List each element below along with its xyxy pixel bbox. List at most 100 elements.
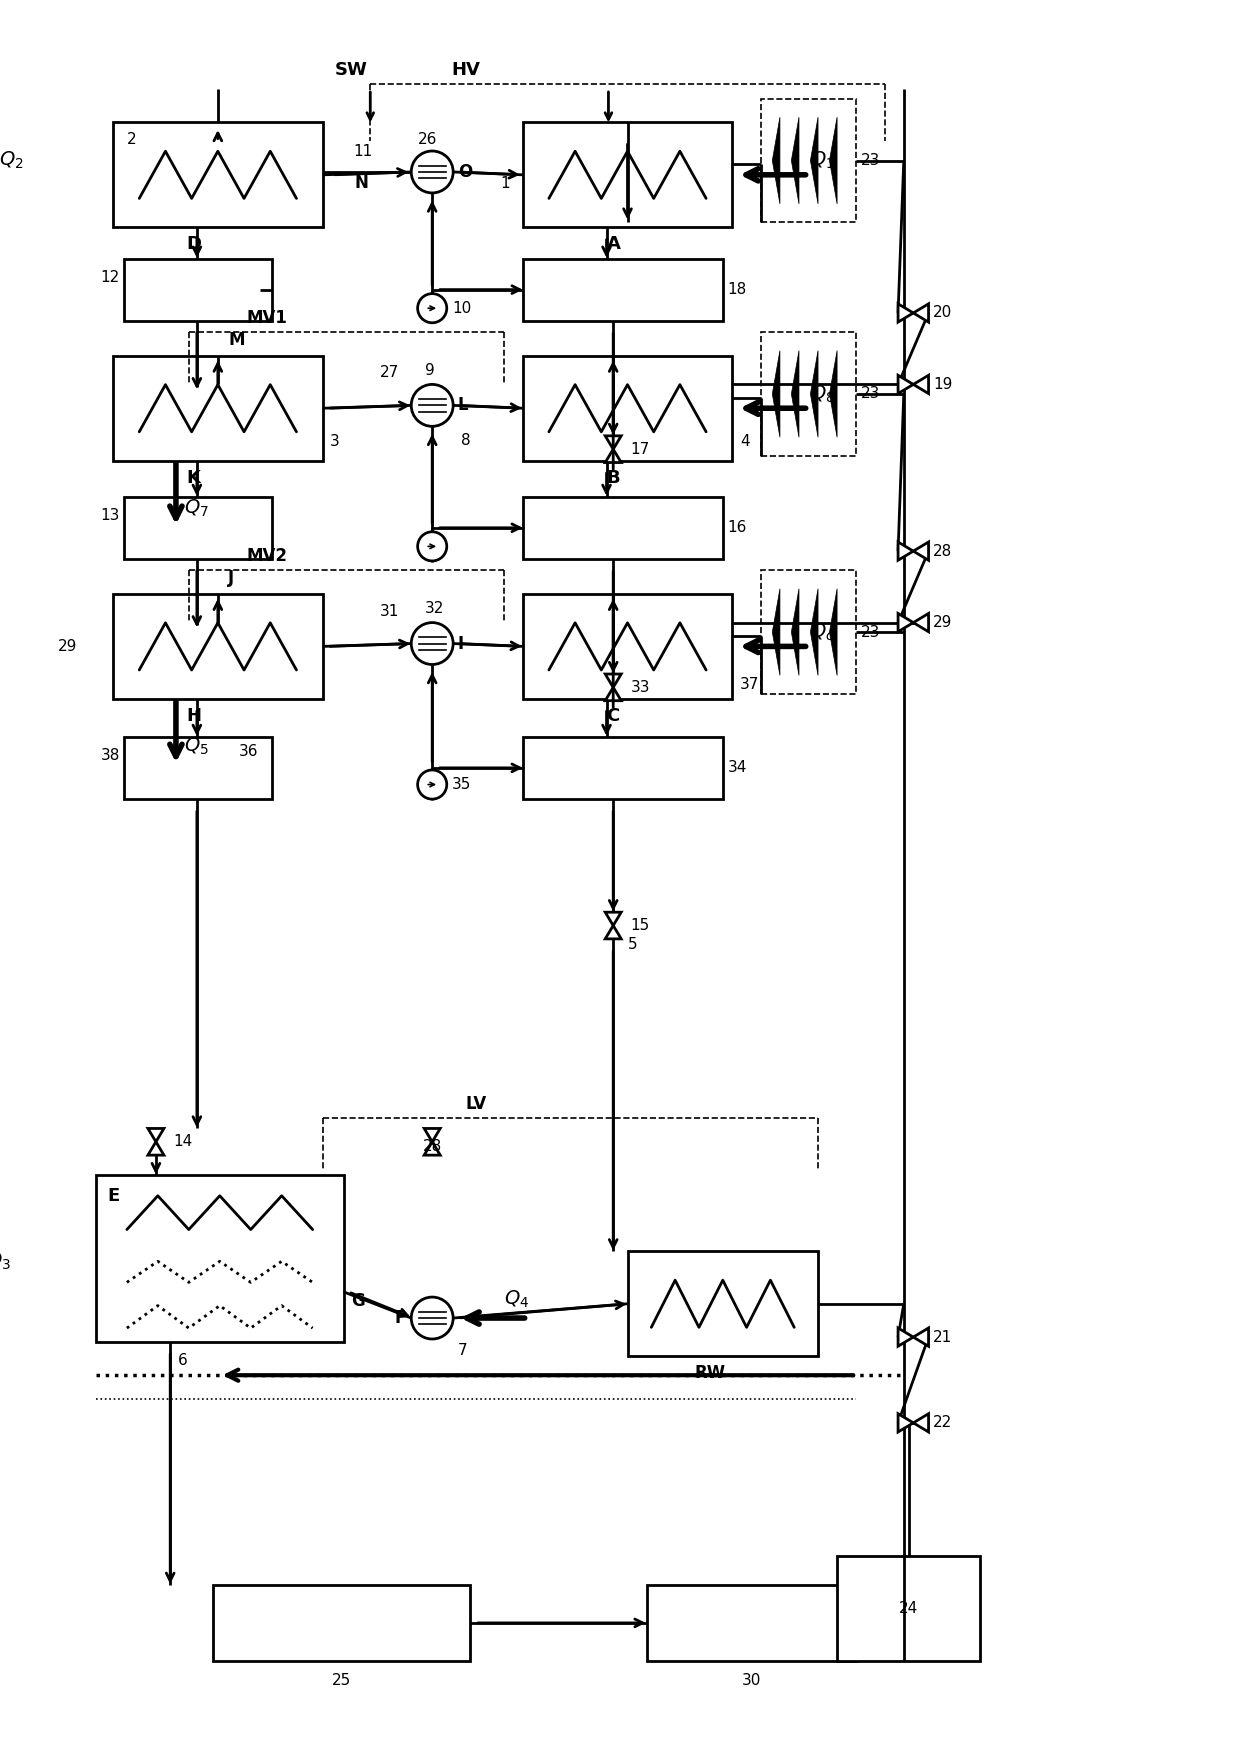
Text: 29: 29 bbox=[934, 615, 952, 631]
Text: H: H bbox=[186, 708, 201, 725]
Text: MV2: MV2 bbox=[247, 547, 288, 564]
Polygon shape bbox=[605, 675, 621, 687]
Text: 28: 28 bbox=[934, 543, 952, 559]
Polygon shape bbox=[914, 541, 929, 561]
Bar bbox=[523, 594, 733, 699]
Text: 17: 17 bbox=[630, 442, 650, 457]
Text: 9: 9 bbox=[424, 363, 434, 378]
Text: K: K bbox=[186, 470, 201, 487]
Polygon shape bbox=[605, 913, 621, 925]
Text: 15: 15 bbox=[630, 918, 650, 934]
Circle shape bbox=[417, 769, 448, 799]
Text: 11: 11 bbox=[353, 144, 372, 158]
Polygon shape bbox=[898, 1328, 914, 1346]
Polygon shape bbox=[830, 589, 837, 676]
Text: C: C bbox=[606, 708, 620, 725]
Polygon shape bbox=[791, 589, 799, 676]
Text: B: B bbox=[606, 470, 620, 487]
Text: F: F bbox=[394, 1309, 405, 1326]
Bar bbox=[523, 356, 733, 461]
Circle shape bbox=[419, 773, 445, 797]
Bar bbox=[213, 1586, 470, 1661]
Text: 16: 16 bbox=[728, 520, 746, 536]
Polygon shape bbox=[148, 1142, 164, 1155]
Text: RW: RW bbox=[694, 1365, 725, 1382]
Text: MV1: MV1 bbox=[247, 308, 288, 326]
Text: 37: 37 bbox=[740, 676, 759, 692]
Text: 3: 3 bbox=[330, 434, 340, 449]
Text: 1: 1 bbox=[501, 175, 511, 191]
Text: 5: 5 bbox=[627, 937, 637, 951]
Bar bbox=[761, 569, 856, 694]
Text: 33: 33 bbox=[630, 680, 650, 696]
Text: 21: 21 bbox=[934, 1330, 952, 1344]
Text: 36: 36 bbox=[239, 743, 258, 759]
Polygon shape bbox=[811, 589, 818, 676]
Text: I: I bbox=[458, 634, 464, 652]
Polygon shape bbox=[424, 1142, 440, 1155]
Text: 34: 34 bbox=[728, 760, 746, 776]
Text: $Q_1$: $Q_1$ bbox=[811, 151, 836, 172]
Polygon shape bbox=[898, 375, 914, 394]
Text: LV: LV bbox=[465, 1095, 487, 1113]
Polygon shape bbox=[830, 117, 837, 203]
Polygon shape bbox=[914, 303, 929, 322]
Text: E: E bbox=[108, 1188, 119, 1205]
Polygon shape bbox=[773, 350, 780, 438]
Polygon shape bbox=[148, 1128, 164, 1142]
Text: $Q_4$: $Q_4$ bbox=[503, 1288, 528, 1310]
Bar bbox=[523, 259, 723, 321]
Text: $Q_8$: $Q_8$ bbox=[811, 384, 836, 405]
Circle shape bbox=[419, 534, 445, 559]
Polygon shape bbox=[424, 1128, 440, 1142]
Text: 30: 30 bbox=[742, 1673, 761, 1687]
Text: G: G bbox=[351, 1293, 365, 1310]
Polygon shape bbox=[830, 350, 837, 438]
Text: 25: 25 bbox=[332, 1673, 351, 1687]
Text: 24: 24 bbox=[899, 1601, 918, 1615]
Text: 28: 28 bbox=[423, 1139, 441, 1155]
Polygon shape bbox=[914, 375, 929, 394]
Bar bbox=[646, 1586, 856, 1661]
Bar bbox=[523, 123, 733, 228]
Text: HV: HV bbox=[451, 61, 480, 79]
Text: $Q_7$: $Q_7$ bbox=[184, 498, 208, 519]
Text: 7: 7 bbox=[458, 1344, 467, 1358]
Polygon shape bbox=[898, 613, 914, 632]
Polygon shape bbox=[898, 1414, 914, 1431]
Text: $Q_5$: $Q_5$ bbox=[184, 736, 208, 757]
Text: 20: 20 bbox=[934, 305, 952, 321]
Text: 4: 4 bbox=[740, 434, 749, 449]
Bar bbox=[124, 259, 272, 321]
Text: J: J bbox=[228, 569, 234, 587]
Polygon shape bbox=[605, 436, 621, 449]
Polygon shape bbox=[811, 117, 818, 203]
Text: 8: 8 bbox=[461, 433, 470, 449]
Bar bbox=[113, 123, 322, 228]
Polygon shape bbox=[605, 925, 621, 939]
Polygon shape bbox=[605, 687, 621, 701]
Polygon shape bbox=[914, 1414, 929, 1431]
Text: 18: 18 bbox=[728, 282, 746, 298]
Bar bbox=[124, 738, 272, 799]
Text: 31: 31 bbox=[379, 604, 399, 618]
Bar bbox=[124, 498, 272, 559]
Polygon shape bbox=[773, 117, 780, 203]
Circle shape bbox=[419, 296, 445, 321]
Polygon shape bbox=[791, 350, 799, 438]
Bar bbox=[523, 498, 723, 559]
Text: M: M bbox=[228, 331, 244, 349]
Text: 6: 6 bbox=[177, 1353, 187, 1368]
Text: 29: 29 bbox=[58, 639, 77, 653]
Text: 12: 12 bbox=[100, 270, 120, 286]
Polygon shape bbox=[914, 613, 929, 632]
Polygon shape bbox=[811, 350, 818, 438]
Text: 22: 22 bbox=[934, 1416, 952, 1430]
Text: 23: 23 bbox=[861, 152, 880, 168]
Circle shape bbox=[417, 293, 448, 324]
Text: 38: 38 bbox=[100, 748, 120, 764]
Bar bbox=[95, 1176, 343, 1342]
Text: 32: 32 bbox=[424, 601, 444, 615]
Text: 26: 26 bbox=[418, 131, 438, 147]
Text: D: D bbox=[186, 235, 201, 254]
